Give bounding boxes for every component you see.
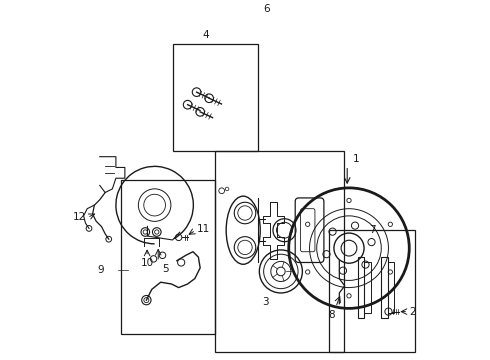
Bar: [173, 44, 258, 151]
Bar: [364, 262, 370, 313]
Text: 3: 3: [263, 297, 269, 307]
Text: 5: 5: [162, 264, 169, 274]
Bar: [215, 151, 343, 352]
Text: 1: 1: [353, 154, 359, 164]
Text: 11: 11: [197, 225, 211, 234]
Bar: [122, 180, 215, 334]
Text: 4: 4: [202, 30, 209, 40]
Text: 9: 9: [98, 265, 104, 275]
Text: 2: 2: [409, 307, 416, 316]
Text: 10: 10: [141, 258, 154, 268]
Bar: [381, 257, 388, 318]
Text: 12: 12: [73, 212, 86, 221]
Text: 7: 7: [369, 225, 376, 235]
Text: 6: 6: [263, 4, 270, 14]
Bar: [388, 262, 394, 313]
Bar: [358, 257, 364, 318]
Bar: [329, 230, 416, 352]
Text: 8: 8: [328, 310, 335, 320]
